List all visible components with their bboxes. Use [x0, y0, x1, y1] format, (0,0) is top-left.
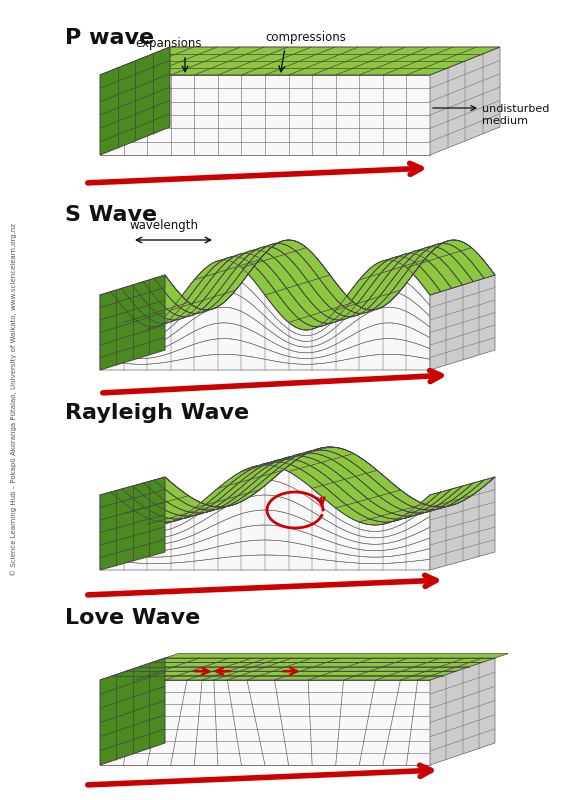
- Polygon shape: [100, 680, 430, 765]
- Text: wavelength: wavelength: [130, 219, 199, 232]
- Text: Love Wave: Love Wave: [65, 608, 200, 628]
- Polygon shape: [111, 459, 451, 522]
- Polygon shape: [100, 260, 430, 370]
- Polygon shape: [113, 671, 456, 675]
- Text: undisturbed
medium: undisturbed medium: [482, 104, 549, 126]
- Polygon shape: [121, 456, 463, 519]
- Polygon shape: [144, 450, 484, 513]
- Polygon shape: [100, 275, 165, 370]
- Text: S Wave: S Wave: [65, 205, 157, 225]
- Polygon shape: [100, 462, 441, 525]
- Polygon shape: [430, 477, 495, 570]
- Polygon shape: [165, 654, 508, 658]
- Polygon shape: [430, 47, 500, 155]
- Polygon shape: [430, 658, 495, 765]
- Polygon shape: [100, 47, 500, 75]
- Polygon shape: [100, 75, 430, 155]
- Text: © Science Learning Hub – Pokapū Akoranga Pūtaiao, University of Waikato, www.sci: © Science Learning Hub – Pokapū Akoranga…: [11, 223, 18, 577]
- Polygon shape: [133, 246, 473, 320]
- Text: expansions: expansions: [135, 37, 202, 50]
- Polygon shape: [152, 658, 495, 662]
- Polygon shape: [165, 447, 495, 507]
- Polygon shape: [100, 675, 443, 680]
- Polygon shape: [100, 477, 165, 570]
- Polygon shape: [165, 240, 495, 310]
- Polygon shape: [100, 47, 170, 155]
- Polygon shape: [144, 243, 484, 317]
- Polygon shape: [121, 250, 463, 323]
- Polygon shape: [133, 453, 473, 516]
- Polygon shape: [430, 275, 495, 370]
- Polygon shape: [126, 666, 469, 671]
- Text: Rayleigh Wave: Rayleigh Wave: [65, 403, 249, 423]
- Polygon shape: [139, 662, 482, 666]
- Polygon shape: [154, 447, 495, 510]
- Polygon shape: [100, 257, 441, 330]
- Polygon shape: [154, 240, 495, 314]
- Polygon shape: [111, 254, 451, 326]
- Text: compressions: compressions: [265, 31, 346, 44]
- Text: P wave: P wave: [65, 28, 154, 48]
- Polygon shape: [100, 465, 430, 570]
- Polygon shape: [100, 658, 165, 765]
